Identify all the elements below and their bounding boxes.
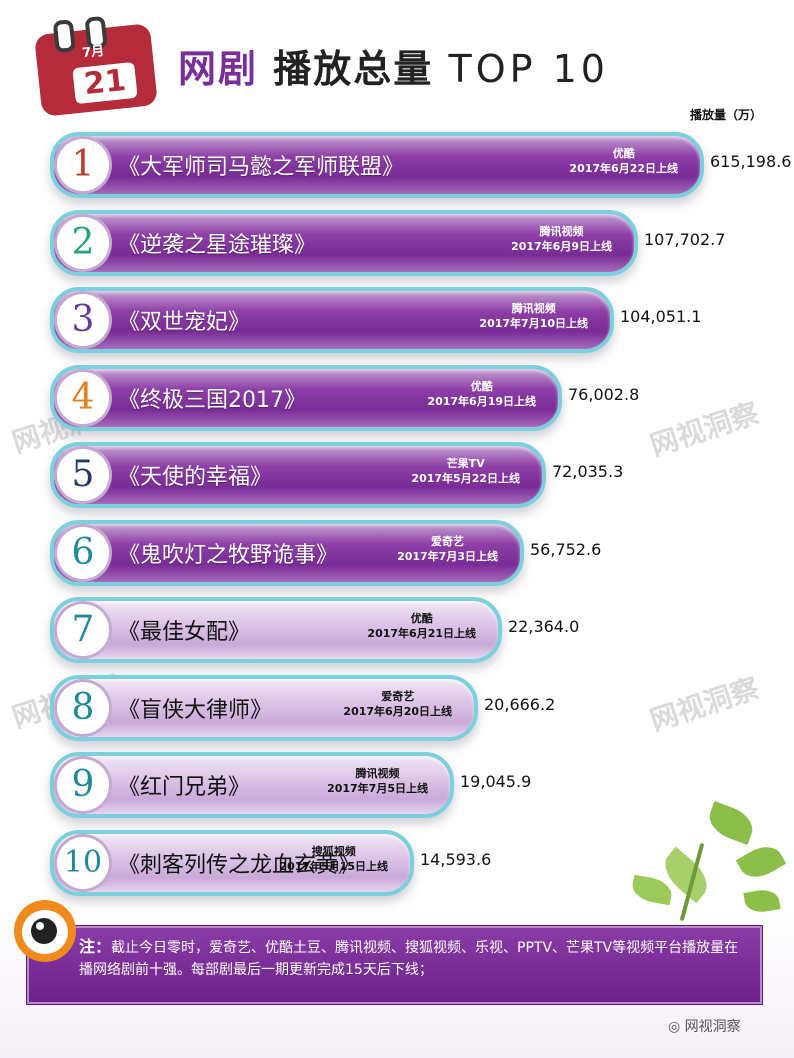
title-part-3: TOP 10 <box>448 47 609 91</box>
footer-brand: ◎ 网视洞察 <box>668 1016 741 1036</box>
drama-name: 《盲侠大律师》 <box>118 698 273 723</box>
drama-name: 《最佳女配》 <box>118 620 251 645</box>
ranking-bar: 8 《盲侠大律师》 爱奇艺 2017年6月20日上线 <box>50 675 478 741</box>
platform-info: 优酷 2017年6月19日上线 <box>427 379 536 409</box>
note-body: 截止今日零时，爱奇艺、优酷土豆、腾讯视频、搜狐视频、乐视、PPTV、芒果TV等视… <box>79 940 739 978</box>
platform-name: 优酷 <box>410 612 433 625</box>
platform-info: 爱奇艺 2017年7月3日上线 <box>397 534 498 564</box>
platform-info: 爱奇艺 2017年6月20日上线 <box>343 689 452 719</box>
platform-info: 腾讯视频 2017年7月5日上线 <box>327 766 428 796</box>
platform-info: 搜狐视频 2017年5月15日上线 <box>279 844 388 874</box>
data-label: 20,666.2 <box>484 695 556 714</box>
data-label: 56,752.6 <box>530 540 602 559</box>
calendar-month: 7月 <box>81 43 105 62</box>
calendar-icon: 7月 21 <box>34 15 158 117</box>
platform-info: 优酷 2017年6月21日上线 <box>367 611 476 641</box>
rank-badge: 10 <box>57 837 109 889</box>
rank-badge: 7 <box>57 604 109 656</box>
release-date: 2017年7月3日上线 <box>397 550 498 563</box>
platform-info: 腾讯视频 2017年7月10日上线 <box>479 301 588 331</box>
platform-name: 芒果TV <box>446 457 485 470</box>
platform-name: 腾讯视频 <box>539 225 584 238</box>
release-date: 2017年6月19日上线 <box>427 395 536 408</box>
drama-name: 《大军师司马懿之军师联盟》 <box>118 155 405 180</box>
platform-name: 爱奇艺 <box>431 535 465 548</box>
ranking-bar: 10 《刺客列传之龙血玄黄》 搜狐视频 2017年5月15日上线 <box>50 830 414 896</box>
rank-badge: 2 <box>57 217 109 269</box>
note-label: 注： <box>79 937 112 956</box>
data-label: 107,702.7 <box>644 230 726 249</box>
ranking-bar: 7 《最佳女配》 优酷 2017年6月21日上线 <box>50 597 502 663</box>
value-unit-label: 播放量（万） <box>690 108 763 122</box>
drama-name: 《逆袭之星途璀璨》 <box>118 233 317 258</box>
release-date: 2017年6月9日上线 <box>511 240 612 253</box>
ranking-bar: 5 《天使的幸福》 芒果TV 2017年5月22日上线 <box>50 442 546 508</box>
calendar-ring-icon <box>52 19 76 54</box>
drama-name: 《红门兄弟》 <box>118 775 251 800</box>
release-date: 2017年7月10日上线 <box>479 317 588 330</box>
data-label: 19,045.9 <box>460 772 532 791</box>
drama-name: 《双世宠妃》 <box>118 310 251 335</box>
ranking-bar: 2 《逆袭之星途璀璨》 腾讯视频 2017年6月9日上线 <box>50 210 638 276</box>
data-label: 22,364.0 <box>508 617 580 636</box>
drama-name: 《刺客列传之龙血玄黄》 <box>118 853 361 878</box>
drama-name: 《终极三国2017》 <box>118 388 306 413</box>
data-label: 14,593.6 <box>420 850 492 869</box>
note-box: 注：截止今日零时，爱奇艺、优酷土豆、腾讯视频、搜狐视频、乐视、PPTV、芒果TV… <box>26 925 763 1005</box>
rank-badge: 6 <box>57 527 109 579</box>
watermark: 网视洞察 <box>646 396 763 463</box>
release-date: 2017年6月22日上线 <box>569 162 678 175</box>
platform-info: 芒果TV 2017年5月22日上线 <box>411 456 520 486</box>
ranking-bar: 1 《大军师司马懿之军师联盟》 优酷 2017年6月22日上线 <box>50 132 704 198</box>
release-date: 2017年6月20日上线 <box>343 705 452 718</box>
data-label: 104,051.1 <box>620 307 702 326</box>
footer-brand-text: 网视洞察 <box>684 1019 741 1035</box>
title-part-2: 播放总量 <box>273 47 434 91</box>
ranking-bar: 6 《鬼吹灯之牧野诡事》 爱奇艺 2017年7月3日上线 <box>50 520 524 586</box>
rank-badge: 4 <box>57 372 109 424</box>
platform-info: 优酷 2017年6月22日上线 <box>569 146 678 176</box>
data-label: 76,002.8 <box>568 385 640 404</box>
drama-name: 《鬼吹灯之牧野诡事》 <box>118 543 339 568</box>
calendar-day: 21 <box>72 61 138 105</box>
release-date: 2017年5月22日上线 <box>411 472 520 485</box>
watermark: 网视洞察 <box>646 671 763 738</box>
data-label: 615,198.6 <box>710 152 792 171</box>
wechat-icon: ◎ <box>668 1019 681 1035</box>
data-label: 72,035.3 <box>552 462 624 481</box>
title-part-1: 网剧 <box>178 47 259 91</box>
rank-badge: 5 <box>57 449 109 501</box>
platform-name: 搜狐视频 <box>311 845 356 858</box>
platform-name: 腾讯视频 <box>511 302 556 315</box>
eye-mascot-icon <box>14 900 76 962</box>
platform-name: 腾讯视频 <box>355 767 400 780</box>
release-date: 2017年7月5日上线 <box>327 782 428 795</box>
note-text: 注：截止今日零时，爱奇艺、优酷土豆、腾讯视频、搜狐视频、乐视、PPTV、芒果TV… <box>79 936 751 981</box>
rank-badge: 8 <box>57 682 109 734</box>
ranking-bar: 4 《终极三国2017》 优酷 2017年6月19日上线 <box>50 365 562 431</box>
platform-info: 腾讯视频 2017年6月9日上线 <box>511 224 612 254</box>
platform-name: 优酷 <box>612 147 635 160</box>
rank-badge: 3 <box>57 294 109 346</box>
ranking-bar: 9 《红门兄弟》 腾讯视频 2017年7月5日上线 <box>50 752 454 818</box>
platform-name: 爱奇艺 <box>381 690 415 703</box>
release-date: 2017年6月21日上线 <box>367 627 476 640</box>
page-title: 网剧 播放总量 TOP 10 <box>178 38 609 93</box>
ranking-bar: 3 《双世宠妃》 腾讯视频 2017年7月10日上线 <box>50 287 614 353</box>
rank-badge: 1 <box>57 139 109 191</box>
drama-name: 《天使的幸福》 <box>118 465 273 490</box>
release-date: 2017年5月15日上线 <box>279 860 388 873</box>
rank-badge: 9 <box>57 759 109 811</box>
platform-name: 优酷 <box>470 380 493 393</box>
